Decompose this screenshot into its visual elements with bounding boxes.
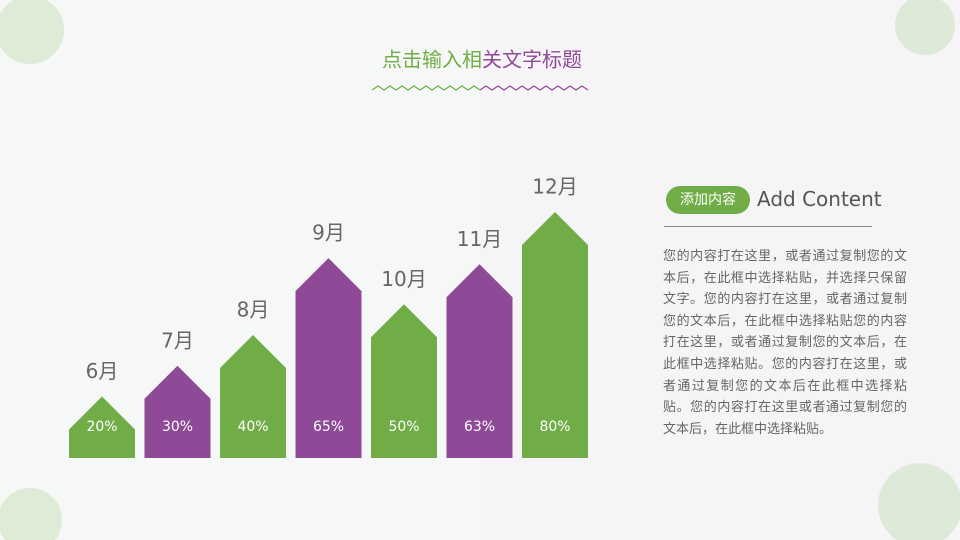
bar xyxy=(144,365,211,458)
category-label: 10月 xyxy=(381,267,426,291)
panel-rule xyxy=(664,226,872,227)
panel-heading: Add Content xyxy=(757,187,882,211)
chart-title: 点击输入相关文字标题 xyxy=(382,48,582,72)
title-underline xyxy=(479,85,589,91)
decoration xyxy=(895,0,955,55)
bar xyxy=(295,258,362,458)
value-label: 63% xyxy=(464,419,495,435)
category-label: 12月 xyxy=(532,175,577,199)
bar xyxy=(446,264,513,458)
bar xyxy=(371,304,437,458)
value-label: 50% xyxy=(388,419,419,435)
bar xyxy=(220,335,286,458)
value-label: 40% xyxy=(237,419,268,435)
category-label: 8月 xyxy=(237,298,270,322)
value-label: 30% xyxy=(162,419,193,435)
title-underline xyxy=(371,85,481,91)
value-label: 20% xyxy=(86,419,117,435)
value-label: 80% xyxy=(539,419,570,435)
decoration xyxy=(878,463,960,540)
panel-body: 您的内容打在这里，或者通过复制您的文本后，在此框中选择粘贴，并选择只保留文字。您… xyxy=(663,249,907,437)
category-label: 7月 xyxy=(161,328,194,352)
category-label: 6月 xyxy=(86,359,119,383)
bar xyxy=(69,396,135,458)
decoration xyxy=(0,488,62,540)
category-label: 9月 xyxy=(312,221,345,245)
decoration xyxy=(0,0,64,64)
category-label: 11月 xyxy=(457,227,502,251)
bar xyxy=(522,212,588,458)
value-label: 65% xyxy=(313,419,344,435)
panel-tag: 添加内容 xyxy=(666,186,750,214)
